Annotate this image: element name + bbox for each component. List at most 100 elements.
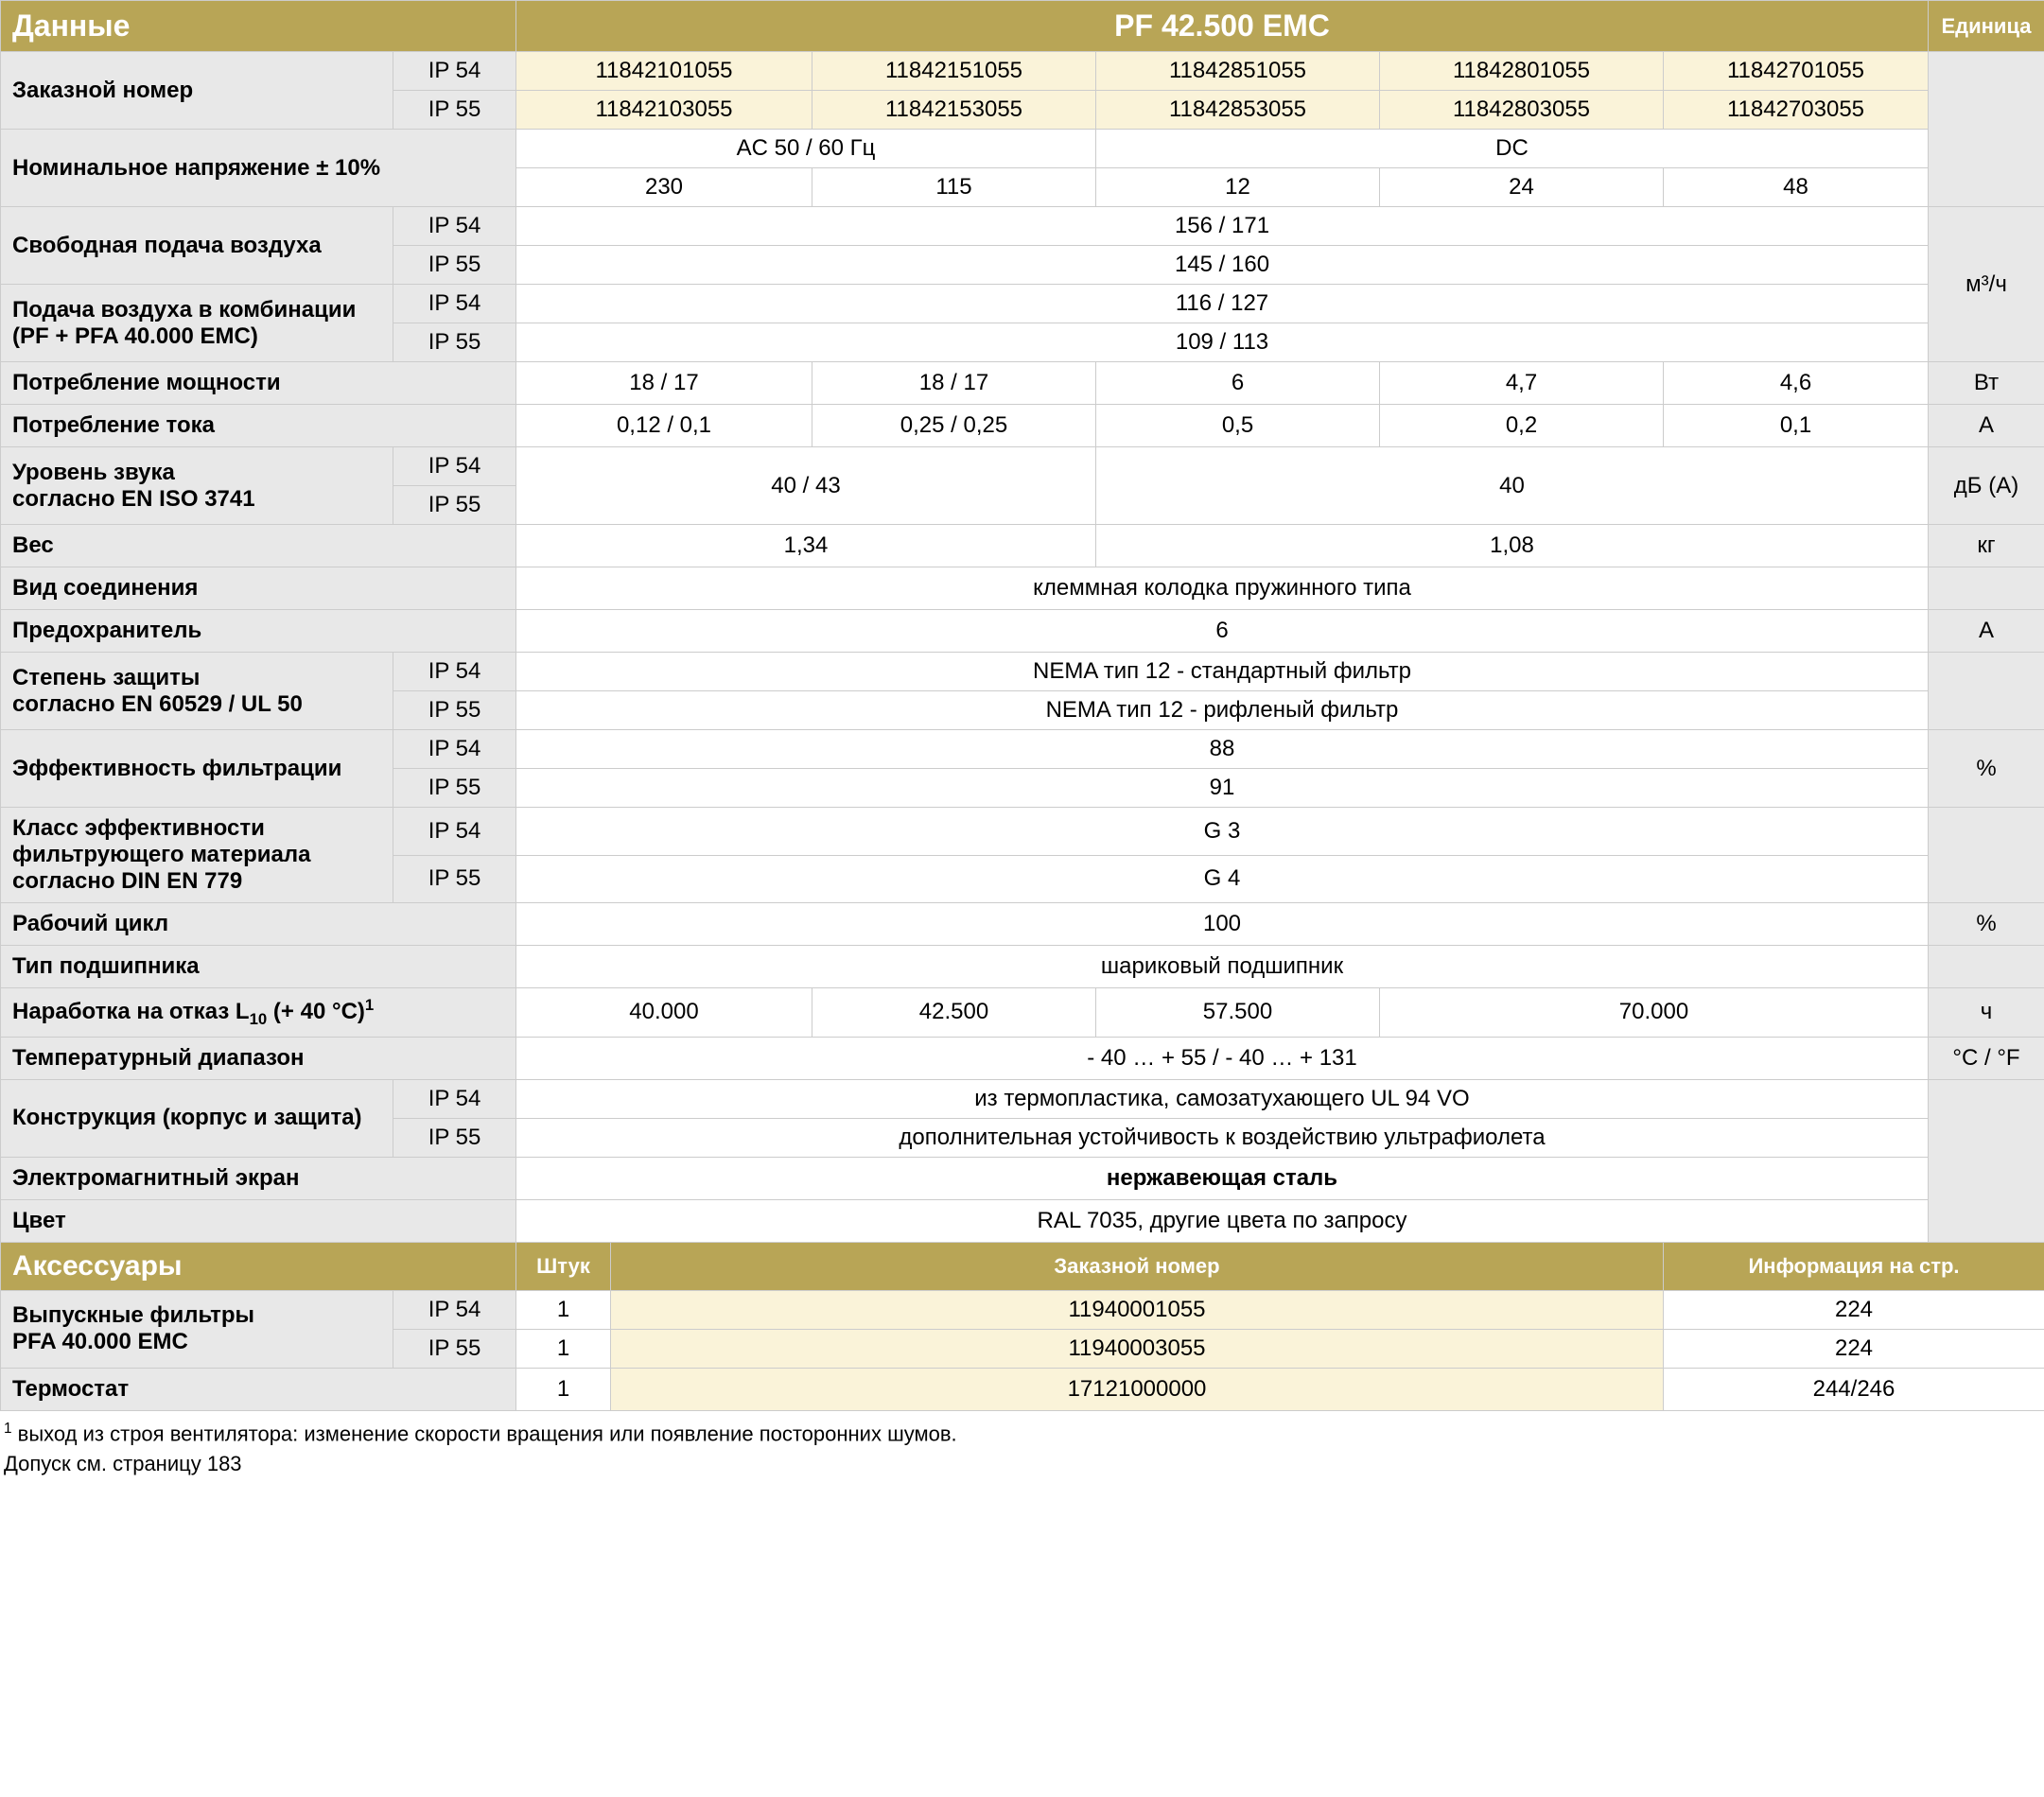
cell: 145 / 160 (516, 246, 1929, 285)
unit (1929, 1079, 2044, 1242)
cell: 1 (516, 1290, 611, 1329)
row-connection-label: Вид соединения (1, 567, 516, 610)
mtbf-sup: 1 (365, 996, 374, 1014)
unit: ч (1929, 988, 2044, 1038)
ip54: IP 54 (393, 1079, 516, 1118)
cell: AC 50 / 60 Гц (516, 130, 1096, 168)
ip55: IP 55 (393, 91, 516, 130)
fn-sup: 1 (4, 1421, 12, 1437)
cell: 40 / 43 (516, 447, 1096, 525)
cell: 11842851055 (1096, 52, 1380, 91)
unit: % (1929, 730, 2044, 808)
ip54: IP 54 (393, 447, 516, 486)
cell: 11842703055 (1664, 91, 1929, 130)
mtbf-post: (+ 40 °C) (267, 999, 365, 1024)
specs-table: Данные PF 42.500 EMC Единица Заказной но… (0, 0, 2044, 1411)
ip55: IP 55 (393, 486, 516, 525)
cell: 11842153055 (812, 91, 1096, 130)
row-filtereff-label: Эффективность фильтрации (1, 730, 393, 808)
cell: 70.000 (1380, 988, 1929, 1038)
row-filterclass-label: Класс эффективности фильтрующего материа… (1, 808, 393, 903)
row-noise-label: Уровень звука согласно EN ISO 3741 (1, 447, 393, 525)
ip54: IP 54 (393, 285, 516, 323)
cell: 91 (516, 769, 1929, 808)
row-voltage-label: Номинальное напряжение ± 10% (1, 130, 516, 207)
ip54: IP 54 (393, 1290, 516, 1329)
cell: 1,34 (516, 525, 1096, 567)
cell: 11842853055 (1096, 91, 1380, 130)
row-temp-label: Температурный диапазон (1, 1037, 516, 1079)
cell: 244/246 (1664, 1368, 2044, 1410)
cell: клеммная колодка пружинного типа (516, 567, 1929, 610)
unit: м³/ч (1929, 207, 2044, 362)
cell: из термопластика, самозатухающего UL 94 … (516, 1079, 1929, 1118)
cell: 0,2 (1380, 405, 1664, 447)
cell: G 3 (516, 808, 1929, 856)
acc-thermostat-label: Термостат (1, 1368, 516, 1410)
unit (1929, 653, 2044, 730)
cell: 224 (1664, 1290, 2044, 1329)
unit: кг (1929, 525, 2044, 567)
cell: 230 (516, 168, 812, 207)
cell: NEMA тип 12 - стандартный фильтр (516, 653, 1929, 691)
header-unit: Единица (1929, 1, 2044, 52)
row-protection-label: Степень защиты согласно EN 60529 / UL 50 (1, 653, 393, 730)
cell: 0,25 / 0,25 (812, 405, 1096, 447)
cell: NEMA тип 12 - рифленый фильтр (516, 691, 1929, 730)
cell: шариковый подшипник (516, 946, 1929, 988)
row-fuse-label: Предохранитель (1, 610, 516, 653)
ip55: IP 55 (393, 1118, 516, 1157)
cell: 11940003055 (611, 1329, 1664, 1368)
ip54: IP 54 (393, 730, 516, 769)
cell: 17121000000 (611, 1368, 1664, 1410)
unit: % (1929, 903, 2044, 946)
cell: 40.000 (516, 988, 812, 1038)
unit: Вт (1929, 362, 2044, 405)
cell: 11842803055 (1380, 91, 1664, 130)
mtbf-pre: Наработка на отказ L (12, 999, 250, 1024)
ip55: IP 55 (393, 1329, 516, 1368)
cell: 0,1 (1664, 405, 1929, 447)
accessories-title: Аксессуары (1, 1242, 516, 1290)
unit (1929, 946, 2044, 988)
row-bearing-label: Тип подшипника (1, 946, 516, 988)
footnote-2: Допуск см. страницу 183 (0, 1450, 2044, 1480)
cell: 0,12 / 0,1 (516, 405, 812, 447)
acc-exhaust-label: Выпускные фильтры PFA 40.000 EMC (1, 1290, 393, 1368)
cell: 1,08 (1096, 525, 1929, 567)
cell: 42.500 (812, 988, 1096, 1038)
qty-header: Штук (516, 1242, 611, 1290)
row-freeair-label: Свободная подача воздуха (1, 207, 393, 285)
row-comboair-label: Подача воздуха в комбинации (PF + PFA 40… (1, 285, 393, 362)
cell: 88 (516, 730, 1929, 769)
footnote-1: 1 выход из строя вентилятора: изменение … (0, 1411, 2044, 1450)
cell: 24 (1380, 168, 1664, 207)
ip54: IP 54 (393, 808, 516, 856)
cell: 0,5 (1096, 405, 1380, 447)
ip55: IP 55 (393, 246, 516, 285)
cell: 115 (812, 168, 1096, 207)
cell: 11940001055 (611, 1290, 1664, 1329)
cell: - 40 … + 55 / - 40 … + 131 (516, 1037, 1929, 1079)
unit: А (1929, 610, 2044, 653)
row-power-label: Потребление мощности (1, 362, 516, 405)
unit (1929, 808, 2044, 903)
cell: 18 / 17 (516, 362, 812, 405)
mtbf-sub: 10 (250, 1010, 268, 1028)
ip55: IP 55 (393, 855, 516, 903)
ip55: IP 55 (393, 769, 516, 808)
row-color-label: Цвет (1, 1199, 516, 1242)
row-current-label: Потребление тока (1, 405, 516, 447)
fn-text: выход из строя вентилятора: изменение ск… (12, 1422, 957, 1445)
row-order-label: Заказной номер (1, 52, 393, 130)
cell: 4,7 (1380, 362, 1664, 405)
cell: DC (1096, 130, 1929, 168)
cell: 1 (516, 1368, 611, 1410)
order-header: Заказной номер (611, 1242, 1664, 1290)
cell: 224 (1664, 1329, 2044, 1368)
cell: 57.500 (1096, 988, 1380, 1038)
cell: 6 (1096, 362, 1380, 405)
ip54: IP 54 (393, 207, 516, 246)
info-header: Информация на стр. (1664, 1242, 2044, 1290)
cell: G 4 (516, 855, 1929, 903)
